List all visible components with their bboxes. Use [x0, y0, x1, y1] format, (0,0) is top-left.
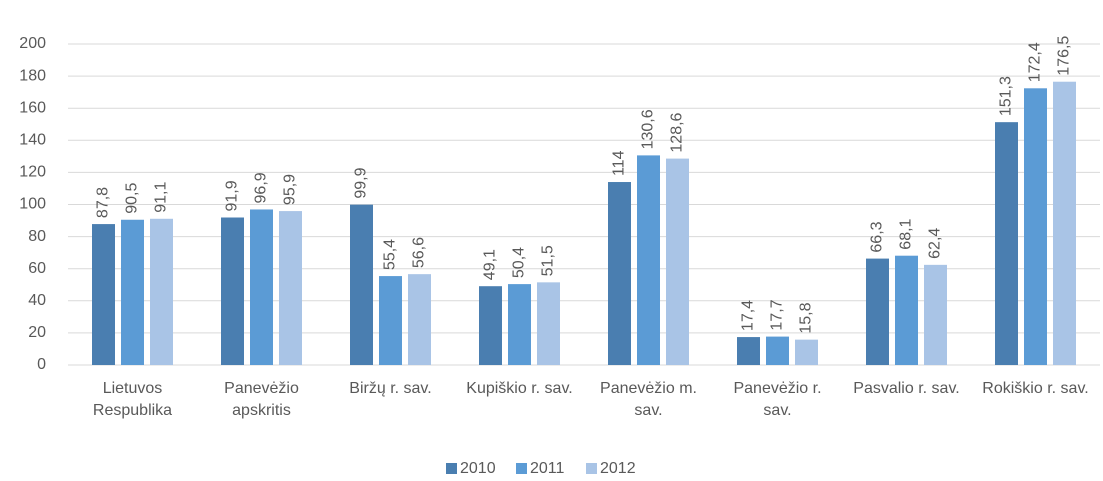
y-tick-label: 140 [19, 132, 46, 149]
y-tick-label: 40 [28, 292, 46, 309]
data-label: 130,6 [640, 109, 657, 149]
bar [608, 182, 631, 365]
x-tick-label: Rokiškio r. sav. [982, 380, 1089, 397]
data-label: 62,4 [927, 228, 944, 259]
legend-label: 2011 [530, 460, 565, 477]
y-tick-label: 160 [19, 99, 46, 116]
data-label: 50,4 [511, 247, 528, 278]
x-tick-label: Kupiškio r. sav. [466, 380, 573, 397]
bar [279, 211, 302, 365]
y-tick-label: 80 [28, 228, 46, 245]
bar [379, 276, 402, 365]
bar [1024, 88, 1047, 365]
data-label: 151,3 [998, 76, 1015, 116]
bar [795, 339, 818, 365]
legend-label: 2012 [600, 460, 636, 477]
data-label: 96,9 [253, 172, 270, 203]
bar [479, 286, 502, 365]
data-label: 66,3 [869, 221, 886, 252]
data-label: 56,6 [411, 237, 428, 268]
bar [637, 155, 660, 365]
data-label: 91,1 [153, 182, 170, 213]
y-tick-label: 0 [37, 356, 46, 373]
bar [924, 264, 947, 365]
data-label: 172,4 [1027, 42, 1044, 82]
y-tick-label: 200 [19, 35, 46, 52]
x-tick-label: Biržų r. sav. [349, 380, 432, 397]
data-label: 68,1 [898, 218, 915, 249]
bar [121, 219, 144, 365]
data-label: 49,1 [482, 249, 499, 280]
bar [350, 204, 373, 365]
y-tick-label: 100 [19, 196, 46, 213]
legend-label: 2010 [460, 460, 496, 477]
data-label: 15,8 [798, 302, 815, 333]
data-label: 17,4 [740, 300, 757, 331]
data-label: 95,9 [282, 174, 299, 205]
bar [150, 218, 173, 365]
bar [92, 224, 115, 365]
bar [766, 336, 789, 365]
bar [250, 209, 273, 365]
data-label: 90,5 [124, 183, 141, 214]
y-tick-label: 180 [19, 67, 46, 84]
x-tick-label: Pasvalio r. sav. [853, 380, 960, 397]
bar [221, 217, 244, 365]
legend-swatch [516, 463, 527, 474]
bar [537, 282, 560, 365]
data-label: 99,9 [353, 167, 370, 198]
data-label: 91,9 [224, 180, 241, 211]
x-tick-label: Panevėžio apskritis [224, 380, 299, 419]
y-tick-label: 120 [19, 164, 46, 181]
bar [866, 258, 889, 365]
bar [895, 255, 918, 365]
data-label: 55,4 [382, 239, 399, 270]
data-label: 17,7 [769, 299, 786, 330]
bar [995, 122, 1018, 365]
x-tick-label: Lietuvos Respublika [92, 380, 173, 419]
data-label: 51,5 [540, 245, 557, 276]
y-tick-label: 20 [28, 324, 46, 341]
x-tick-label: Panevėžio r. sav. [733, 380, 822, 419]
legend-swatch [586, 463, 597, 474]
data-label: 176,5 [1056, 36, 1073, 76]
bar [1053, 81, 1076, 365]
legend-swatch [446, 463, 457, 474]
bar [408, 274, 431, 365]
bar [508, 284, 531, 365]
y-tick-label: 60 [28, 260, 46, 277]
bar [666, 158, 689, 365]
bar [737, 337, 760, 365]
data-label: 87,8 [95, 187, 112, 218]
data-label: 114 [611, 150, 628, 176]
data-label: 128,6 [669, 112, 686, 152]
x-tick-label: Panevėžio m. sav. [600, 380, 697, 419]
